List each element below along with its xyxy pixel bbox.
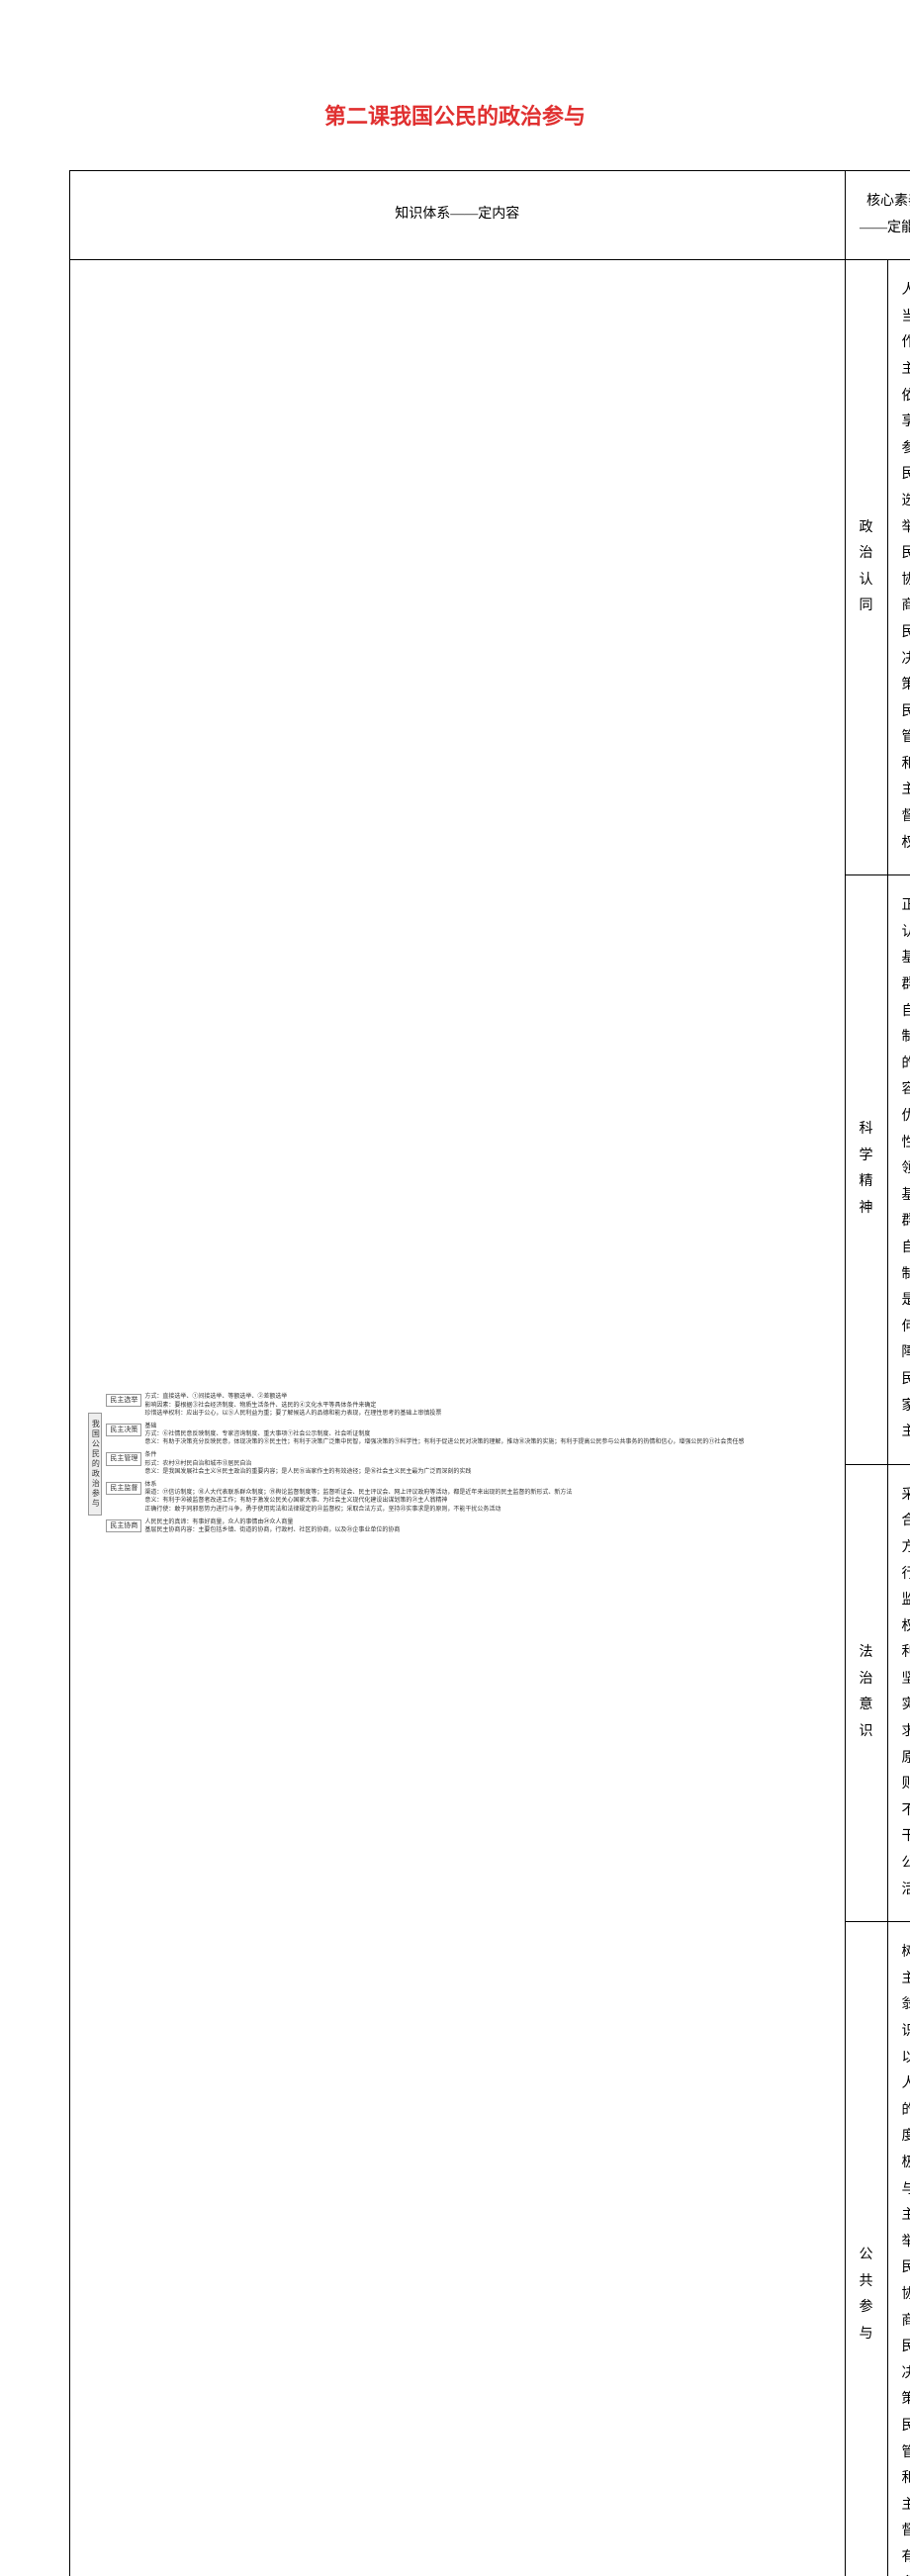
diag-line: 形式：农村⑫村民自治和城市⑬居民自治 [144, 1461, 471, 1468]
diag-line: 影响因素：要根据③社会经济制度、物质生活条件、选民的④文化水平等具体条件来确定 [144, 1403, 441, 1410]
row-text: 树立主人翁意识，以主人翁的态度积极参与民主选举、民主协商、民主决策、民主管理和民… [887, 1922, 910, 2576]
diag-line: 方式：⑥社情民意反映制度、专家咨询制度、重大事项⑦社会公示制度、社会听证制度 [144, 1431, 744, 1438]
row-text: 人民当家作主，依法享有参与民主选举、民主协商、民主决策、民主管理和民主监督的权利 [887, 260, 910, 875]
knowledge-table: 知识体系——定内容 核心素养——定能力 我国公民的政治参与 民主选举 方式：直接… [69, 170, 910, 2576]
diag-line: 体系 [144, 1482, 572, 1489]
diag-line: 条件 [144, 1452, 471, 1459]
diag-node-label: 民主协商 [106, 1519, 141, 1532]
row-text: 采取合法方式行使监督权利，坚持实事求是原则，不能干扰公务活动 [887, 1464, 910, 1922]
diag-line: 正确行使：敢于同邪恶势力进行斗争，勇于使用宪法和法律规定的㉒监督权；采取合法方式… [144, 1507, 572, 1514]
diag-line: 渠道：⑰信访制度；⑱人大代表联系群众制度；⑲舆论监督制度等；监督听证会、民主评议… [144, 1490, 572, 1497]
knowledge-diagram: 我国公民的政治参与 民主选举 方式：直接选举、①间接选举、等额选举、②差额选举 … [84, 1390, 831, 1538]
diagram-root-label: 我国公民的政治参与 [88, 1413, 102, 1516]
diag-line: 基层民主协商内容：主要包括乡镇、街道的协商，行政村、社区的协商，以及㉕企事业单位… [144, 1527, 400, 1534]
row-label: 法治意识 [845, 1464, 887, 1922]
row-label: 政治认同 [845, 260, 887, 875]
diag-line: 意义：有助于决策充分反映民意，体现决策的⑧民主性；有利于决策广泛集中民智，增强决… [144, 1439, 744, 1446]
header-left: 知识体系——定内容 [70, 171, 846, 260]
diag-line: 基础 [144, 1424, 744, 1430]
diag-line: 意义：有利于⑳被监督者改进工作；有助于激发公民关心国家大事、为社会主义现代化建设… [144, 1498, 572, 1505]
diagram-cell: 我国公民的政治参与 民主选举 方式：直接选举、①间接选举、等额选举、②差额选举 … [70, 260, 846, 2576]
diag-node-label: 民主选举 [106, 1394, 141, 1407]
diag-line: 人民民主的真谛：有事好商量，众人的事情由㉔众人商量 [144, 1519, 400, 1526]
row-text: 正确认识基层群众自治制度的内容及优越性，领悟基层群众自治制度是如何保障人民当家作… [887, 875, 910, 1464]
diag-node-label: 民主监督 [106, 1482, 141, 1495]
diag-line: 意义：是我国发展社会主义⑭民主政治的重要内容；是人民⑮当家作主的有效途径；是⑯社… [144, 1469, 471, 1476]
row-label: 公共参与 [845, 1922, 887, 2576]
diag-line: 珍惜选举权利：应出于公心，以⑤人民利益为重；要了解候选人的品德和能力表现，在理性… [144, 1411, 441, 1418]
diag-node-label: 民主管理 [106, 1452, 141, 1465]
diag-line: 方式：直接选举、①间接选举、等额选举、②差额选举 [144, 1394, 441, 1401]
header-right: 核心素养——定能力 [845, 171, 910, 260]
row-label: 科学精神 [845, 875, 887, 1464]
page-title: 第二课我国公民的政治参与 [69, 99, 841, 131]
diag-node-label: 民主决策 [106, 1424, 141, 1436]
